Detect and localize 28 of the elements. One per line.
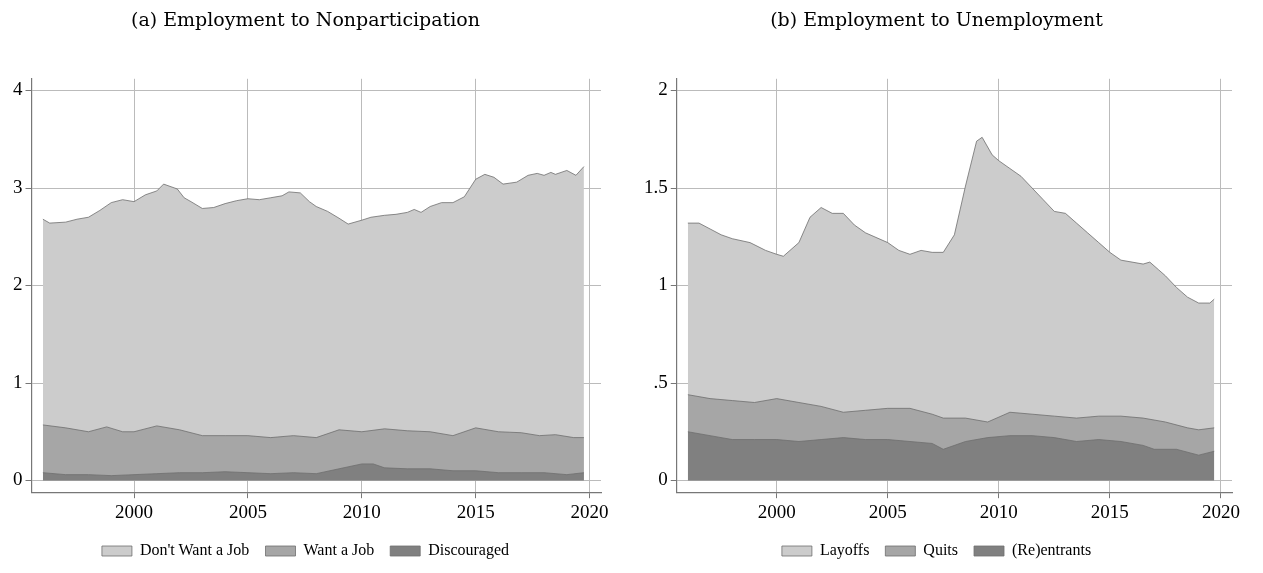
y-tick-label: 1.5 xyxy=(644,175,668,197)
legend-label: Layoffs xyxy=(819,541,870,560)
x-tick-label: 2015 xyxy=(1090,500,1129,522)
y-tick-label: 4 xyxy=(13,78,23,100)
x-tick-label: 2005 xyxy=(228,500,267,522)
y-tick-label: 2 xyxy=(13,273,23,295)
x-tick-label: 2010 xyxy=(979,500,1018,522)
x-tick-label: 2015 xyxy=(456,500,495,522)
y-tick-label: 0 xyxy=(658,468,668,490)
legend-label: (Re)entrants xyxy=(1012,541,1092,560)
legend-label: Discouraged xyxy=(428,541,510,560)
chart-title: (a) Employment to Nonparticipation xyxy=(131,8,480,31)
x-tick-label: 2000 xyxy=(757,500,796,522)
y-tick-label: 0 xyxy=(13,468,23,490)
legend-label: Don't Want a Job xyxy=(139,541,250,559)
y-tick-label: 3 xyxy=(13,175,23,197)
x-tick-label: 2020 xyxy=(570,500,609,522)
y-tick-label: 1 xyxy=(13,370,23,392)
x-tick-label: 2005 xyxy=(868,500,907,522)
x-tick-label: 2000 xyxy=(115,500,154,522)
y-tick-label: 2 xyxy=(658,78,668,100)
legend-label: Want a Job xyxy=(303,541,375,559)
x-tick-label: 2010 xyxy=(342,500,381,522)
chart-title: (b) Employment to Unemployment xyxy=(770,8,1104,31)
y-tick-label: 1 xyxy=(658,273,668,295)
y-tick-label: .5 xyxy=(653,370,668,392)
legend-label: Quits xyxy=(923,541,959,559)
x-tick-label: 2020 xyxy=(1201,500,1240,522)
